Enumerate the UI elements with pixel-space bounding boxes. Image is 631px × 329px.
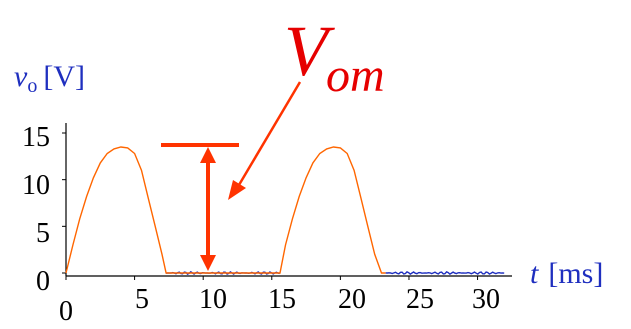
x-tick-marks	[65, 276, 479, 280]
vom-arrowhead-down	[200, 255, 216, 271]
y-tick-label-0: 0	[36, 266, 50, 297]
x-tick-label-25: 25	[406, 284, 434, 315]
x-tick-label-30: 30	[472, 284, 500, 315]
y-tick-label-5: 5	[36, 218, 50, 249]
y-axis-unit: [V]	[43, 60, 85, 93]
y-axis-label: vo [V]	[14, 60, 85, 97]
vom-label-main: V	[284, 11, 335, 91]
zero-output-trace-2	[385, 271, 505, 275]
x-tick-label-20: 20	[338, 284, 366, 315]
y-tick-label-15: 15	[22, 122, 50, 153]
x-axis-label: t [ms]	[530, 257, 603, 290]
x-tick-label-5: 5	[135, 284, 149, 315]
vom-label-sub: om	[326, 49, 385, 102]
vom-pointer-line	[234, 81, 302, 191]
x-tick-label-10: 10	[199, 284, 227, 315]
y-axis-variable: v	[14, 60, 28, 93]
vom-pointer-arrowhead	[228, 180, 246, 200]
x-axis-variable: t	[530, 257, 539, 290]
rectified-output-trace	[65, 146, 386, 274]
x-tick-label-0: 0	[59, 296, 73, 327]
y-tick-label-10: 10	[22, 170, 50, 201]
y-axis-subscript: o	[27, 75, 37, 97]
x-axis-unit: [ms]	[548, 257, 603, 290]
x-tick-label-15: 15	[268, 284, 296, 315]
y-tick-marks	[62, 132, 66, 274]
vom-label: Vom	[284, 11, 385, 102]
vom-arrowhead-up	[200, 147, 216, 163]
